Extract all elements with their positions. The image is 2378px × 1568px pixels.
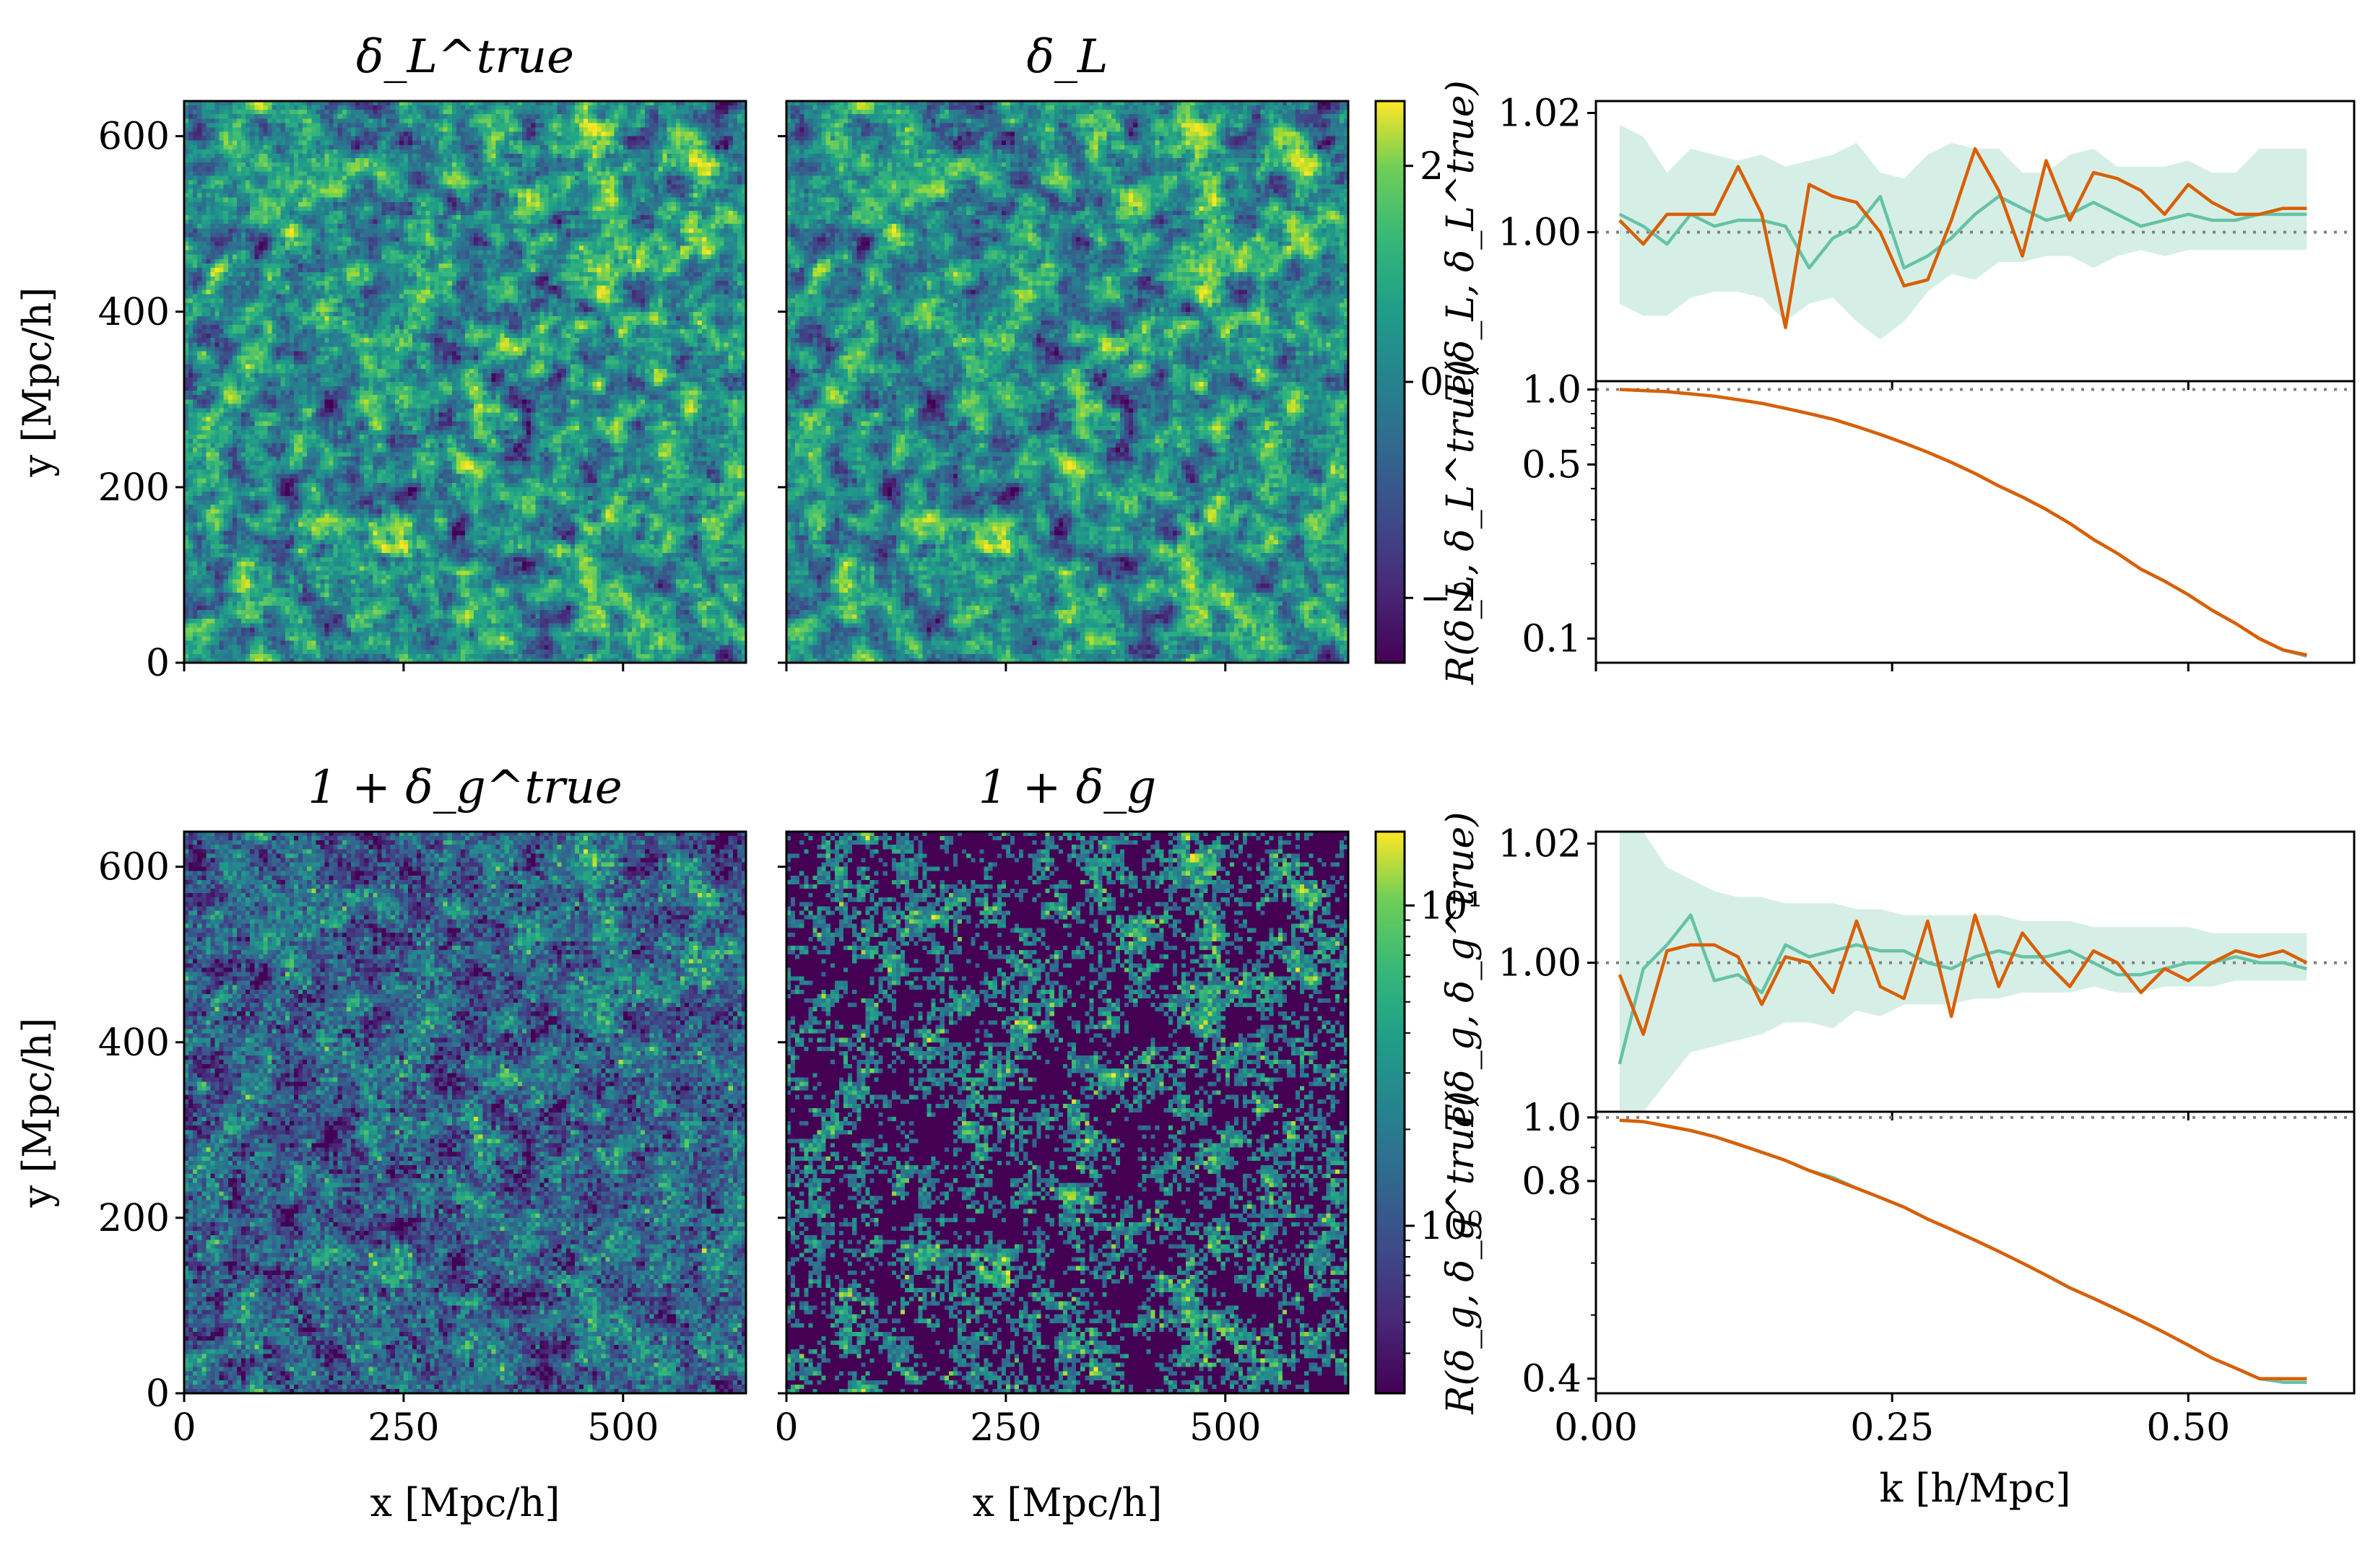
map-title-bottom-right: 1 + δ_g	[978, 761, 1157, 814]
y-tick-label: 1.00	[1498, 942, 1581, 985]
colorbar-bottom-tick-label: 10⁰	[1420, 1205, 1483, 1248]
line-panel-2: 1.02 1.00 T(δ_g, δ_g^true)	[1439, 811, 2356, 1132]
map-x-tick-label: 500	[1189, 1406, 1261, 1450]
series-line-mean	[1619, 388, 2307, 658]
y-axis-label: R(δ_L, δ_L^true)	[1439, 360, 1483, 685]
map-frame-top-right	[785, 100, 1350, 664]
map-image-top-right	[786, 101, 1348, 663]
map-image-bottom-left	[184, 832, 746, 1393]
map-y-tick-label: 0	[146, 642, 170, 685]
map-xlabel-bottom-left: x [Mpc/h]	[370, 1480, 560, 1525]
colorbar-bottom-tick-label: 10¹	[1420, 884, 1483, 928]
map-ylabel-bottom: y [Mpc/h]	[14, 1018, 60, 1208]
map-frame-bottom-right	[785, 830, 1350, 1395]
y-tick-label: 1.02	[1498, 823, 1581, 866]
y-tick-label: 1.0	[1522, 1097, 1581, 1140]
map-image-bottom-right	[786, 832, 1348, 1393]
series-line-mean	[1618, 194, 2307, 270]
x-tick-label: 0.25	[1850, 1406, 1934, 1450]
map-x-tick-label: 0	[774, 1406, 798, 1450]
y-tick-label: 1.0	[1522, 369, 1581, 412]
map-xlabel-bottom-right: x [Mpc/h]	[973, 1480, 1163, 1525]
x-tick-label: 0.00	[1554, 1406, 1638, 1450]
y-tick-label: 0.4	[1522, 1358, 1581, 1401]
map-title-bottom-left: 1 + δ_g^true	[308, 761, 622, 814]
line-panel-frame	[1594, 380, 2356, 664]
map-y-tick-label: 200	[98, 466, 170, 510]
x-axis-label: k [h/Mpc]	[1879, 1465, 2070, 1511]
map-y-tick-label: 0	[146, 1372, 170, 1416]
colorbar-bottom	[1374, 830, 1406, 1395]
y-tick-label: 1.00	[1498, 212, 1581, 255]
map-x-tick-label: 500	[587, 1406, 659, 1450]
map-y-tick-label: 200	[98, 1197, 170, 1240]
series-line-single	[1618, 913, 2308, 1036]
series-line-mean	[1619, 1118, 2307, 1384]
line-panel-3: 1.0 0.8 0.4 R(δ_g, δ_g^true) 0.00 0.25 0.50 k […	[1439, 1091, 2356, 1511]
x-tick-label: 0.50	[2146, 1406, 2230, 1450]
map-image-top-left	[184, 101, 746, 663]
line-panel-0: 1.02 1.00 T(δ_L, δ_L^true)	[1439, 80, 2356, 402]
colorbar-top-tick-label: 0	[1420, 361, 1444, 404]
line-panel-frame	[1594, 1110, 2356, 1395]
map-y-tick-label: 600	[98, 116, 170, 159]
map-title-top-left: δ_L^true	[356, 30, 574, 84]
series-line-single	[1619, 1118, 2307, 1380]
line-panel-1: 1.0 0.5 0.1 R(δ_L, δ_L^true)	[1439, 360, 2356, 685]
y-tick-label: 0.8	[1522, 1160, 1581, 1203]
series-line-single	[1618, 147, 2307, 329]
y-tick-label: 0.5	[1522, 443, 1581, 487]
series-line-single	[1619, 388, 2307, 657]
map-x-tick-label: 0	[172, 1406, 196, 1450]
map-x-tick-label: 250	[970, 1406, 1041, 1450]
map-y-tick-label: 400	[98, 1022, 170, 1065]
map-frame-top-left	[183, 100, 747, 664]
map-ylabel-top: y [Mpc/h]	[14, 287, 60, 478]
y-axis-label: T(δ_g, δ_g^true)	[1439, 811, 1483, 1131]
y-axis-label: T(δ_L, δ_L^true)	[1439, 80, 1483, 402]
map-y-tick-label: 600	[98, 846, 170, 889]
y-axis-label: R(δ_g, δ_g^true)	[1439, 1091, 1483, 1415]
map-x-tick-label: 250	[368, 1406, 439, 1450]
map-title-top-right: δ_L	[1026, 30, 1108, 84]
colorbar-top	[1374, 100, 1406, 664]
colorbar-top-tick-label: −2	[1420, 577, 1475, 620]
y-tick-label: 1.02	[1498, 92, 1581, 136]
map-frame-bottom-left	[183, 830, 747, 1395]
map-y-tick-label: 400	[98, 291, 170, 334]
y-tick-label: 0.1	[1522, 618, 1581, 661]
colorbar-top-tick-label: 2	[1420, 145, 1444, 188]
